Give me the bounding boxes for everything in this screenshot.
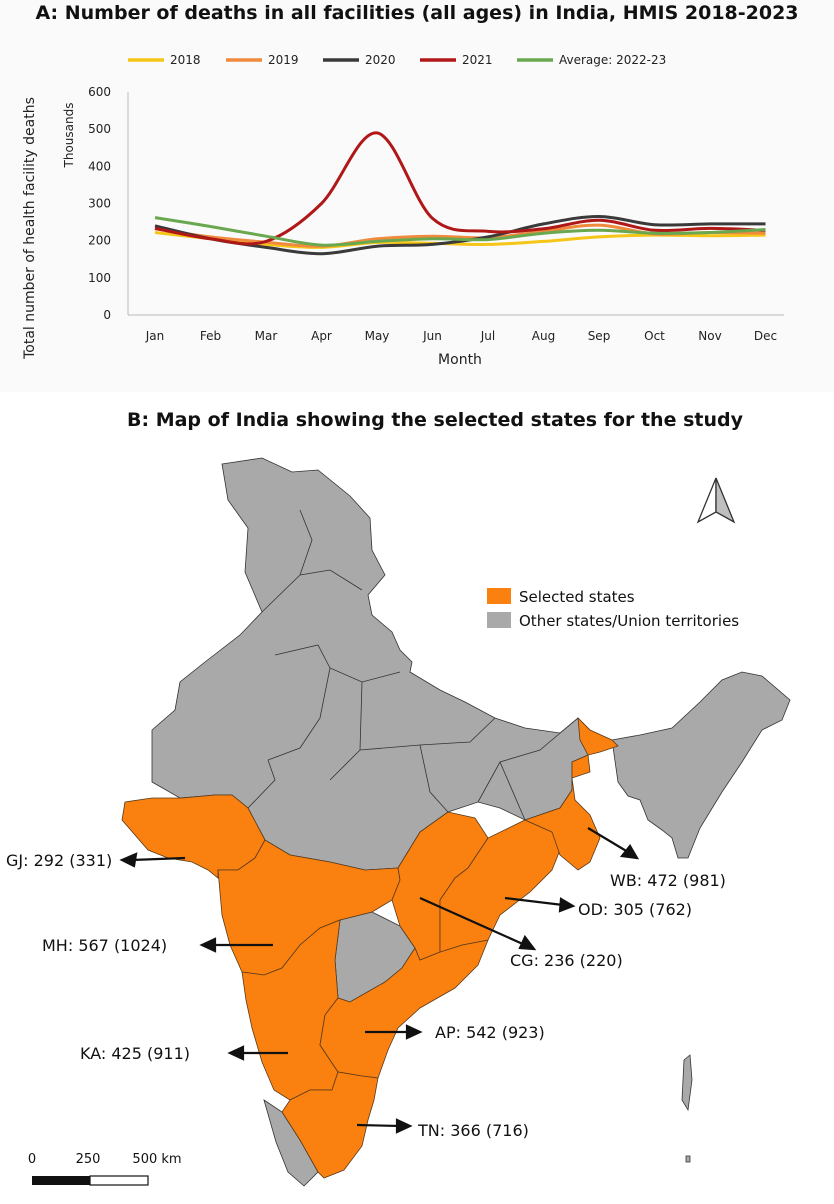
y-tick-label: 600 — [88, 85, 111, 99]
legend-label: 2020 — [365, 53, 396, 67]
legend-label: 2019 — [268, 53, 299, 67]
y-tick-label: 200 — [88, 234, 111, 248]
label-mh: MH: 567 (1024) — [42, 936, 167, 955]
x-tick-label: Apr — [311, 329, 332, 343]
x-tick-label: Nov — [698, 329, 721, 343]
x-tick-label: Dec — [754, 329, 777, 343]
chart-legend: 2018 2019 2020 2021 Average: 2022-23 — [128, 53, 666, 67]
label-ap: AP: 542 (923) — [435, 1023, 545, 1042]
india-map: B: Map of India showing the selected sta… — [6, 409, 791, 1187]
map-label-arrows — [119, 827, 640, 1134]
series-line-2020 — [154, 214, 766, 256]
y-tick-label: 0 — [103, 308, 111, 322]
y-axis-unit-label: Thousands — [62, 103, 76, 169]
north-arrow-icon — [696, 477, 736, 524]
x-tick-labels: Jan Feb Mar Apr May Jun Jul Aug Sep Oct Nov Dec — [145, 329, 777, 343]
x-tick-label: May — [365, 329, 390, 343]
x-tick-label: Feb — [200, 329, 221, 343]
label-cg: CG: 236 (220) — [510, 951, 623, 970]
scale-bar: 0 250 500 km — [28, 1152, 182, 1186]
legend-swatch-selected — [487, 588, 511, 604]
y-tick-label: 300 — [88, 197, 111, 211]
map-internal-borders — [247, 509, 579, 821]
x-tick-label: Sep — [588, 329, 611, 343]
chart-panel: A: Number of deaths in all facilities (a… — [0, 0, 834, 392]
label-wb: WB: 472 (981) — [610, 871, 726, 890]
scale-segment-black — [32, 1176, 90, 1185]
label-gj: GJ: 292 (331) — [6, 851, 112, 870]
arrowhead-gj — [119, 852, 138, 868]
arrowhead-ap — [405, 1024, 423, 1040]
scale-label-500: 500 km — [132, 1152, 181, 1167]
arrowhead-od — [558, 897, 576, 913]
map-state-tamil-nadu — [281, 1071, 379, 1179]
map-title: B: Map of India showing the selected sta… — [127, 409, 744, 431]
x-tick-label: Mar — [255, 329, 278, 343]
y-tick-labels: 0 100 200 300 400 500 600 — [88, 85, 111, 322]
y-tick-label: 500 — [88, 122, 111, 136]
map-state-gujarat — [121, 794, 266, 879]
map-nicobar-islands — [685, 1155, 691, 1163]
legend-label: Average: 2022-23 — [559, 53, 666, 67]
arrowhead-ka — [227, 1045, 245, 1061]
scale-label-0: 0 — [28, 1152, 36, 1167]
scale-label-250: 250 — [76, 1152, 101, 1167]
arrow-wb — [587, 827, 629, 853]
arrow-tn — [356, 1123, 401, 1128]
series-line-2021 — [154, 131, 766, 246]
scale-segment-white — [89, 1175, 149, 1186]
x-tick-label: Jan — [145, 329, 165, 343]
chart-series — [154, 131, 766, 256]
x-tick-label: Oct — [644, 329, 665, 343]
legend-label-selected: Selected states — [519, 588, 635, 606]
x-axis-label: Month — [438, 352, 482, 368]
chart-title: A: Number of deaths in all facilities (a… — [35, 2, 798, 24]
y-tick-label: 400 — [88, 159, 111, 173]
x-tick-label: Jul — [480, 329, 495, 343]
legend-label: 2018 — [170, 53, 201, 67]
legend-label-other: Other states/Union territories — [519, 612, 739, 630]
label-ka: KA: 425 (911) — [80, 1044, 190, 1063]
series-line-average-2022-23 — [154, 216, 766, 247]
y-tick-label: 100 — [88, 271, 111, 285]
x-tick-label: Aug — [532, 329, 555, 343]
arrow-od — [504, 896, 564, 907]
arrowhead-mh — [199, 937, 217, 953]
y-axis-label: Total number of health facility deaths — [22, 97, 38, 360]
map-panel: B: Map of India showing the selected sta… — [0, 400, 834, 1200]
map-region-northeast-other — [611, 671, 791, 859]
arrow-cg — [419, 896, 526, 947]
arrowhead-tn — [395, 1118, 413, 1134]
legend-label: 2021 — [462, 53, 493, 67]
legend-swatch-other — [487, 612, 511, 628]
label-od: OD: 305 (762) — [578, 900, 692, 919]
map-andaman-islands — [681, 1054, 693, 1112]
line-chart: A: Number of deaths in all facilities (a… — [22, 2, 799, 368]
x-tick-label: Jun — [422, 329, 442, 343]
chart-axes — [127, 92, 784, 316]
map-legend: Selected states Other states/Union terri… — [487, 588, 739, 630]
label-tn: TN: 366 (716) — [417, 1121, 529, 1140]
arrowhead-wb — [619, 844, 640, 860]
arrowhead-cg — [518, 934, 537, 951]
arrow-gj — [131, 856, 186, 862]
